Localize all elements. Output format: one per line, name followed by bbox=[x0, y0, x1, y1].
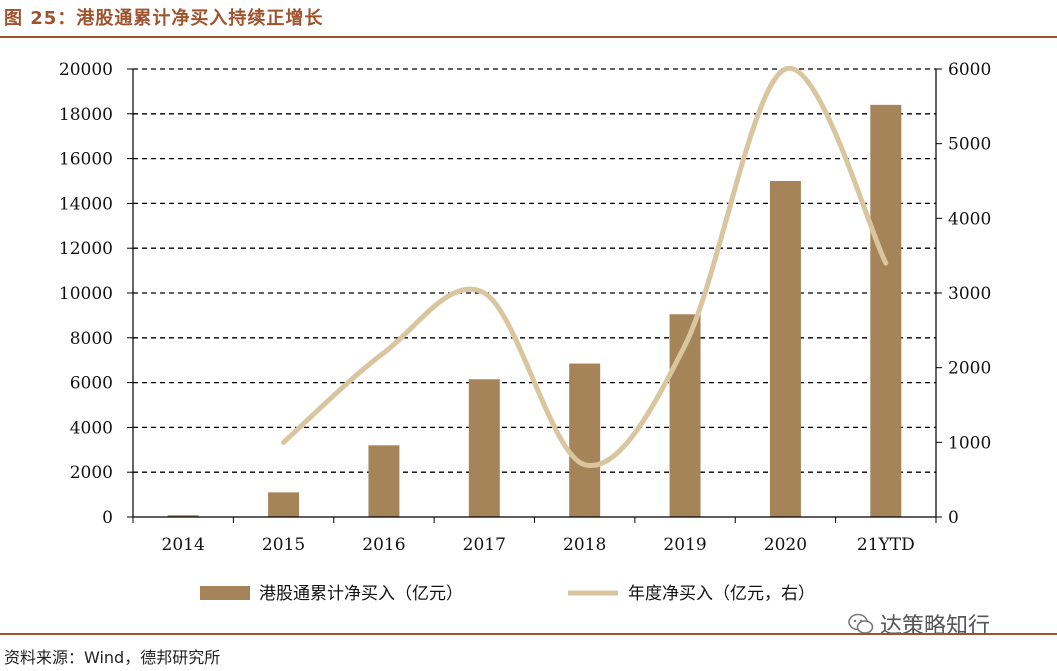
bar bbox=[268, 492, 300, 517]
legend-label-line: 年度净买入（亿元，右） bbox=[628, 584, 815, 604]
legend-label-bar: 港股通累计净买入（亿元） bbox=[259, 584, 463, 604]
watermark-text: 达策略知行 bbox=[880, 614, 991, 639]
x-axis-ticks: 2014 2015 2016 2017 2018 2019 2020 21YTD bbox=[132, 517, 937, 555]
legend-swatch-bar bbox=[200, 586, 250, 600]
left-tick-label: 20000 bbox=[59, 60, 113, 80]
line-series-path bbox=[281, 66, 889, 469]
left-tick-label: 12000 bbox=[59, 239, 113, 259]
left-tick-label: 10000 bbox=[59, 284, 113, 304]
chart-area: 0200040006000800010000120001400016000180… bbox=[59, 60, 991, 604]
wechat-icon bbox=[848, 613, 874, 634]
x-tick-label: 2018 bbox=[563, 535, 606, 555]
right-tick-label: 2000 bbox=[948, 359, 991, 379]
left-tick-label: 4000 bbox=[70, 418, 113, 438]
x-tick-label: 2019 bbox=[663, 535, 706, 555]
bar bbox=[468, 379, 500, 517]
bar bbox=[870, 104, 902, 517]
left-tick-label: 2000 bbox=[70, 463, 113, 483]
bar bbox=[167, 515, 199, 517]
top-rule bbox=[0, 36, 1057, 38]
left-tick-label: 8000 bbox=[70, 329, 113, 349]
x-tick-label: 2014 bbox=[162, 535, 205, 555]
x-tick-label: 2020 bbox=[764, 535, 807, 555]
line-series bbox=[281, 66, 889, 469]
watermark: 达策略知行 bbox=[848, 608, 990, 640]
right-tick-label: 5000 bbox=[948, 135, 991, 155]
x-tick-label: 21YTD bbox=[857, 535, 915, 555]
left-tick-label: 6000 bbox=[70, 374, 113, 394]
x-tick-label: 2015 bbox=[262, 535, 305, 555]
source-note: 资料来源：Wind，德邦研究所 bbox=[4, 648, 221, 667]
figure-title: 图 25：港股通累计净买入持续正增长 bbox=[4, 8, 324, 29]
left-tick-label: 0 bbox=[102, 508, 113, 528]
right-tick-label: 1000 bbox=[948, 433, 991, 453]
right-tick-label: 3000 bbox=[948, 284, 991, 304]
right-tick-label: 6000 bbox=[948, 60, 991, 80]
grid-lines bbox=[133, 68, 936, 473]
bar bbox=[569, 363, 601, 517]
x-tick-label: 2017 bbox=[463, 535, 506, 555]
left-tick-label: 14000 bbox=[59, 194, 113, 214]
bottom-rule bbox=[0, 633, 1057, 635]
left-tick-label: 18000 bbox=[59, 105, 113, 125]
right-axis-ticks: 0 1000 2000 3000 4000 5000 6000 bbox=[936, 60, 991, 528]
bar bbox=[368, 445, 400, 517]
bar bbox=[769, 181, 801, 517]
bar-series bbox=[167, 104, 902, 517]
left-axis-ticks: 0 2000 4000 6000 8000 10000 12000 14000 16000 180… bbox=[59, 60, 133, 528]
right-tick-label: 0 bbox=[948, 508, 959, 528]
left-tick-label: 16000 bbox=[59, 150, 113, 170]
legend: 港股通累计净买入（亿元） 年度净买入（亿元，右） bbox=[200, 584, 815, 604]
right-tick-label: 4000 bbox=[948, 209, 991, 229]
x-tick-label: 2016 bbox=[362, 535, 405, 555]
